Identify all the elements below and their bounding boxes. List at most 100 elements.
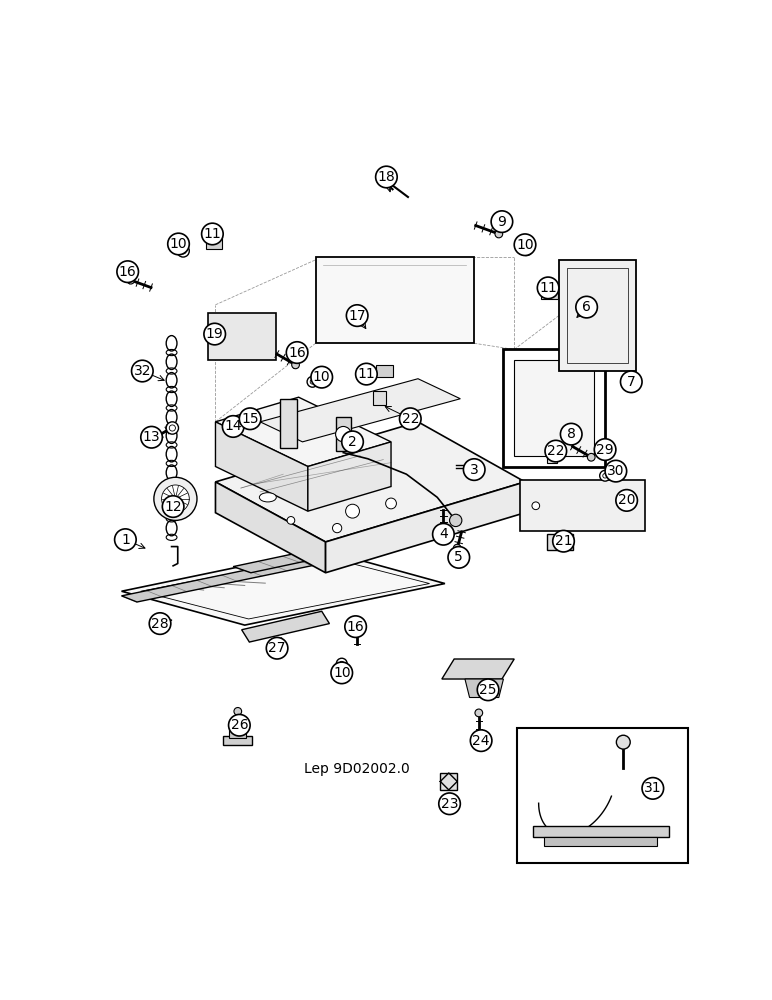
Circle shape — [117, 261, 138, 282]
Text: 27: 27 — [269, 641, 286, 655]
Circle shape — [333, 523, 342, 533]
Circle shape — [336, 426, 351, 442]
Circle shape — [166, 422, 178, 434]
Circle shape — [616, 735, 630, 749]
Polygon shape — [242, 611, 330, 642]
Circle shape — [154, 477, 197, 520]
Text: Lep 9D02002.0: Lep 9D02002.0 — [304, 762, 410, 776]
Polygon shape — [233, 525, 446, 573]
Circle shape — [449, 514, 462, 527]
Bar — [223, 736, 252, 745]
Text: 20: 20 — [618, 493, 635, 507]
Circle shape — [346, 504, 360, 518]
Text: 6: 6 — [582, 300, 591, 314]
Circle shape — [286, 342, 308, 363]
Circle shape — [356, 363, 378, 385]
Text: 28: 28 — [151, 617, 169, 631]
Circle shape — [177, 245, 189, 257]
Polygon shape — [316, 257, 474, 343]
Text: 25: 25 — [479, 683, 497, 697]
Circle shape — [576, 296, 598, 318]
Circle shape — [545, 440, 567, 462]
Text: →: → — [467, 461, 481, 479]
Circle shape — [266, 637, 288, 659]
Circle shape — [600, 470, 611, 481]
Circle shape — [514, 234, 536, 256]
Circle shape — [234, 708, 242, 715]
Circle shape — [310, 379, 315, 384]
Polygon shape — [559, 260, 636, 371]
Polygon shape — [336, 417, 351, 451]
Circle shape — [168, 233, 189, 255]
Circle shape — [151, 433, 159, 441]
Text: 10: 10 — [170, 237, 188, 251]
Polygon shape — [215, 422, 308, 511]
Circle shape — [626, 502, 634, 510]
Polygon shape — [260, 379, 460, 442]
Circle shape — [594, 439, 616, 460]
Polygon shape — [208, 312, 276, 360]
Bar — [373, 391, 387, 405]
Text: 5: 5 — [455, 550, 463, 564]
Circle shape — [229, 714, 250, 736]
Polygon shape — [514, 360, 594, 456]
Polygon shape — [465, 679, 503, 698]
Circle shape — [292, 361, 300, 369]
Text: 11: 11 — [357, 367, 375, 381]
Bar — [440, 773, 457, 790]
Circle shape — [337, 658, 347, 669]
Text: 8: 8 — [567, 427, 576, 441]
Circle shape — [347, 305, 368, 326]
Text: 2: 2 — [348, 435, 357, 449]
Text: 24: 24 — [472, 734, 490, 748]
Polygon shape — [215, 482, 326, 573]
Text: 11: 11 — [539, 281, 557, 295]
Circle shape — [642, 778, 664, 799]
Circle shape — [169, 425, 175, 431]
Ellipse shape — [259, 493, 276, 502]
Text: 10: 10 — [313, 370, 330, 384]
Text: 23: 23 — [441, 797, 459, 811]
Text: 31: 31 — [644, 781, 662, 795]
Text: 18: 18 — [378, 170, 395, 184]
Text: 9: 9 — [497, 215, 506, 229]
Circle shape — [307, 376, 318, 387]
Circle shape — [287, 517, 295, 524]
Text: 14: 14 — [225, 419, 242, 433]
Polygon shape — [520, 480, 645, 531]
Text: 16: 16 — [347, 620, 364, 634]
Circle shape — [331, 662, 353, 684]
Text: 30: 30 — [607, 464, 625, 478]
Text: 7: 7 — [627, 375, 635, 389]
Circle shape — [628, 377, 640, 389]
Circle shape — [631, 381, 636, 386]
Polygon shape — [215, 397, 391, 466]
Circle shape — [180, 248, 186, 254]
Polygon shape — [121, 554, 337, 602]
Polygon shape — [326, 482, 525, 573]
Circle shape — [239, 408, 261, 430]
Circle shape — [537, 277, 559, 299]
Polygon shape — [215, 422, 525, 542]
Circle shape — [161, 485, 189, 513]
Circle shape — [448, 547, 469, 568]
Circle shape — [470, 730, 492, 751]
Circle shape — [204, 323, 225, 345]
Text: 32: 32 — [134, 364, 151, 378]
Bar — [206, 237, 222, 249]
Bar — [547, 453, 557, 463]
Polygon shape — [308, 442, 391, 511]
Text: 4: 4 — [439, 527, 448, 541]
Circle shape — [384, 178, 392, 185]
Circle shape — [475, 709, 482, 717]
Circle shape — [345, 616, 367, 637]
Text: 10: 10 — [333, 666, 350, 680]
Circle shape — [149, 613, 171, 634]
Text: 11: 11 — [204, 227, 222, 241]
Text: 16: 16 — [119, 265, 137, 279]
Circle shape — [553, 530, 574, 552]
Circle shape — [354, 617, 361, 624]
Text: 17: 17 — [348, 309, 366, 323]
Polygon shape — [442, 659, 514, 679]
Text: 19: 19 — [206, 327, 224, 341]
